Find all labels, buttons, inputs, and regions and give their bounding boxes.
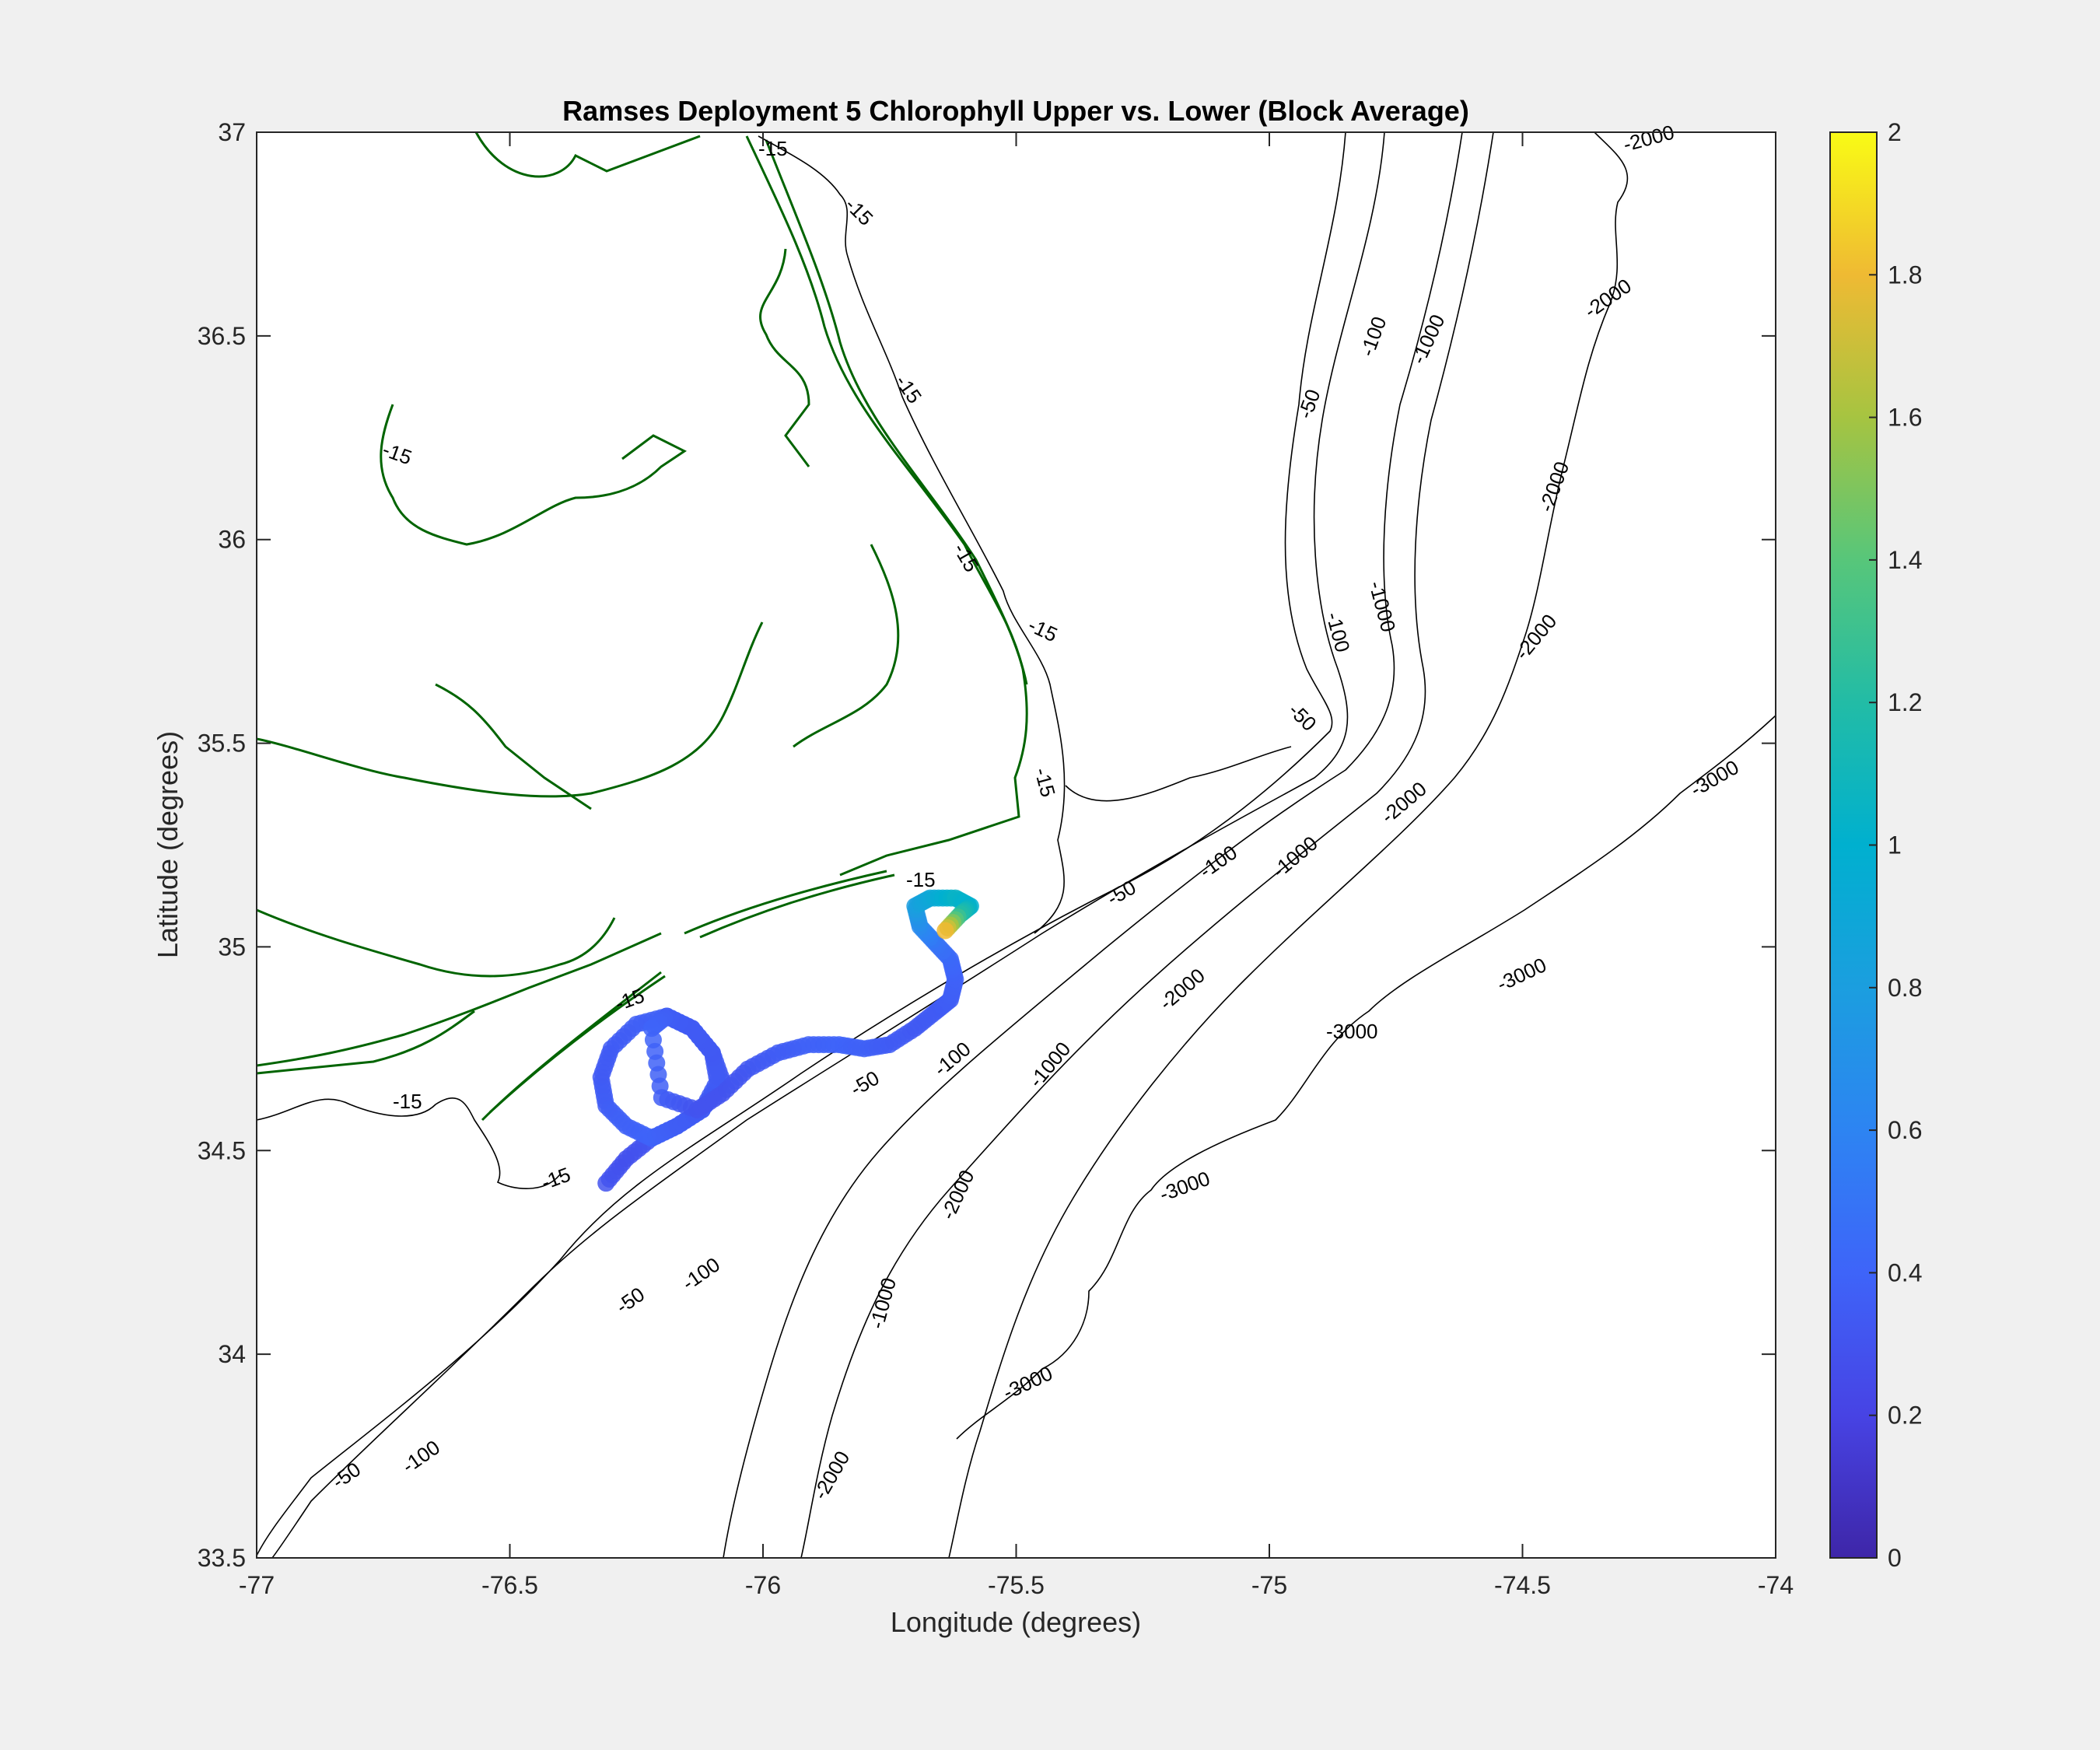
colorbar-tick-label: 0.8 <box>1888 974 1922 1002</box>
x-axis-ticks: -77 -76.5 -76 -75.5 -75 -74.5 -74 <box>239 132 1794 1599</box>
colorbar-tick-label: 1.4 <box>1888 546 1922 574</box>
contour-label-3000-c: -3000 <box>1326 1020 1378 1043</box>
contour-label-15-i: -15 <box>393 1090 422 1113</box>
colorbar-ticks: 0 0.2 0.4 0.6 0.8 1 1.2 1.4 1.6 1.8 2 <box>1869 118 1922 1572</box>
y-tick-label: 33.5 <box>198 1544 246 1572</box>
y-tick-label: 35.5 <box>198 730 246 758</box>
x-tick-label: -74 <box>1758 1571 1794 1599</box>
colorbar-tick-label: 0 <box>1888 1544 1902 1572</box>
bathymetry-contours <box>257 132 1776 1558</box>
colorbar-tick-label: 0.2 <box>1888 1402 1922 1430</box>
colorbar-tick-label: 1.6 <box>1888 404 1922 432</box>
colorbar-tick-label: 0.6 <box>1888 1116 1922 1144</box>
y-tick-label: 34 <box>218 1340 246 1368</box>
x-tick-label: -75.5 <box>988 1571 1045 1599</box>
x-axis-label: Longitude (degrees) <box>891 1606 1141 1638</box>
colorbar-tick-label: 2 <box>1888 118 1902 146</box>
y-axis-label: Latitude (degrees) <box>152 731 184 958</box>
y-tick-label: 35 <box>218 933 246 961</box>
x-tick-label: -76.5 <box>481 1571 538 1599</box>
x-tick-label: -74.5 <box>1494 1571 1551 1599</box>
glider-track <box>592 889 979 1192</box>
y-axis-ticks: 33.5 34 34.5 35 35.5 36 36.5 37 <box>198 118 1776 1572</box>
chart-title: Ramses Deployment 5 Chlorophyll Upper vs… <box>562 95 1469 127</box>
colorbar-tick-label: 1.8 <box>1888 261 1922 289</box>
colorbar-tick-label: 1.2 <box>1888 688 1922 716</box>
y-tick-label: 37 <box>218 118 246 146</box>
x-tick-label: -76 <box>745 1571 781 1599</box>
x-tick-label: -77 <box>239 1571 275 1599</box>
contour-label-15-g: -15 <box>906 868 936 891</box>
track-point <box>936 922 954 940</box>
colorbar-tick-label: 0.4 <box>1888 1258 1922 1286</box>
y-tick-label: 36 <box>218 526 246 554</box>
x-tick-label: -75 <box>1251 1571 1287 1599</box>
colorbar-tick-label: 1 <box>1888 831 1902 859</box>
y-tick-label: 36.5 <box>198 322 246 350</box>
coastline <box>257 132 1028 1122</box>
plot-area <box>257 132 1776 1558</box>
y-tick-label: 34.5 <box>198 1136 246 1164</box>
